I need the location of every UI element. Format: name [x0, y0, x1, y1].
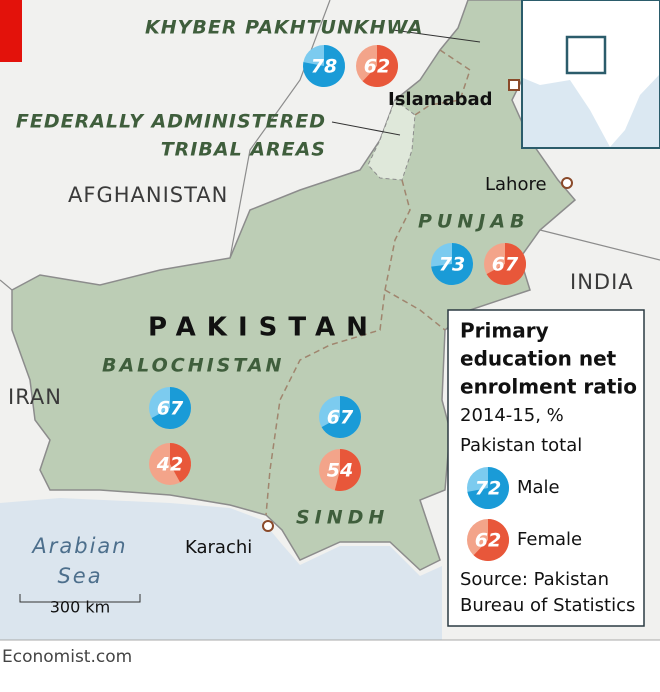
legend-box [447, 309, 645, 627]
badge-value: 67 [327, 407, 354, 429]
city-label: Karachi [185, 537, 252, 558]
badge-value: 72 [475, 478, 501, 500]
sea-area [0, 498, 442, 640]
leader-line [392, 29, 481, 43]
badge-wedge [473, 519, 510, 561]
badge-value: 62 [475, 530, 501, 552]
badge-wedge [431, 243, 473, 285]
badge-wedge [486, 243, 527, 286]
legend-title: enrolment ratio [460, 375, 637, 399]
country-label: PAKISTAN [148, 313, 379, 343]
country-label: IRAN [8, 385, 62, 409]
city-marker [262, 520, 274, 532]
badge-wedge [303, 45, 346, 87]
badge-wedge [170, 443, 191, 483]
scale-bar [19, 594, 141, 603]
city-marker [561, 177, 573, 189]
badge-value: 78 [311, 56, 337, 78]
badge-value: 42 [156, 454, 183, 476]
badge-wedge [334, 449, 362, 492]
badge-wedge [467, 467, 509, 510]
region-label: TRIBAL AREAS [161, 139, 326, 161]
region-label: SINDH [296, 507, 389, 529]
footer-bg [0, 640, 660, 692]
city-marker [508, 79, 520, 91]
scale-label: 300 km [50, 598, 110, 617]
region-label: FEDERALLY ADMINISTERED [16, 111, 326, 133]
province-borders [265, 49, 471, 516]
country-borders [0, 0, 660, 291]
legend-title: education net [460, 347, 617, 371]
legend-label: Female [517, 529, 582, 550]
badge-value: 67 [157, 398, 184, 420]
tag [0, 0, 22, 62]
sea-label: Arabian [30, 534, 127, 558]
region-label: KHYBER PAKHTUNKHWA [145, 17, 424, 39]
legend-total: Pakistan total [460, 435, 582, 456]
region-label: PUNJAB [418, 211, 530, 233]
country-label: AFGHANISTAN [68, 183, 228, 207]
legend: Primary education net enrolment ratio 20… [447, 309, 645, 627]
inset-box [565, 35, 607, 75]
footer: Economist.com [2, 647, 132, 667]
leader-line [331, 121, 401, 136]
country-label: INDIA [570, 270, 634, 294]
badge-value: 62 [364, 56, 390, 78]
region-label: BALOCHISTAN [102, 355, 284, 377]
badge-value: 54 [327, 460, 353, 482]
badge-wedge [151, 387, 192, 429]
badge-value: 73 [439, 254, 465, 276]
fata-shape [367, 99, 416, 181]
city-label: Islamabad [388, 89, 493, 110]
inset-map [521, 0, 660, 149]
city-label: Lahore [485, 174, 547, 195]
badge-wedge [321, 396, 362, 438]
badge-value: 67 [492, 254, 519, 276]
sea-label: Sea [57, 564, 102, 588]
badge-wedge [362, 45, 399, 87]
legend-title: Primary [460, 319, 549, 343]
legend-source: Source: Pakistan [460, 569, 609, 590]
legend-label: Male [517, 477, 560, 498]
legend-source: Bureau of Statistics [460, 595, 635, 616]
legend-subtitle: 2014-15, % [460, 405, 564, 426]
